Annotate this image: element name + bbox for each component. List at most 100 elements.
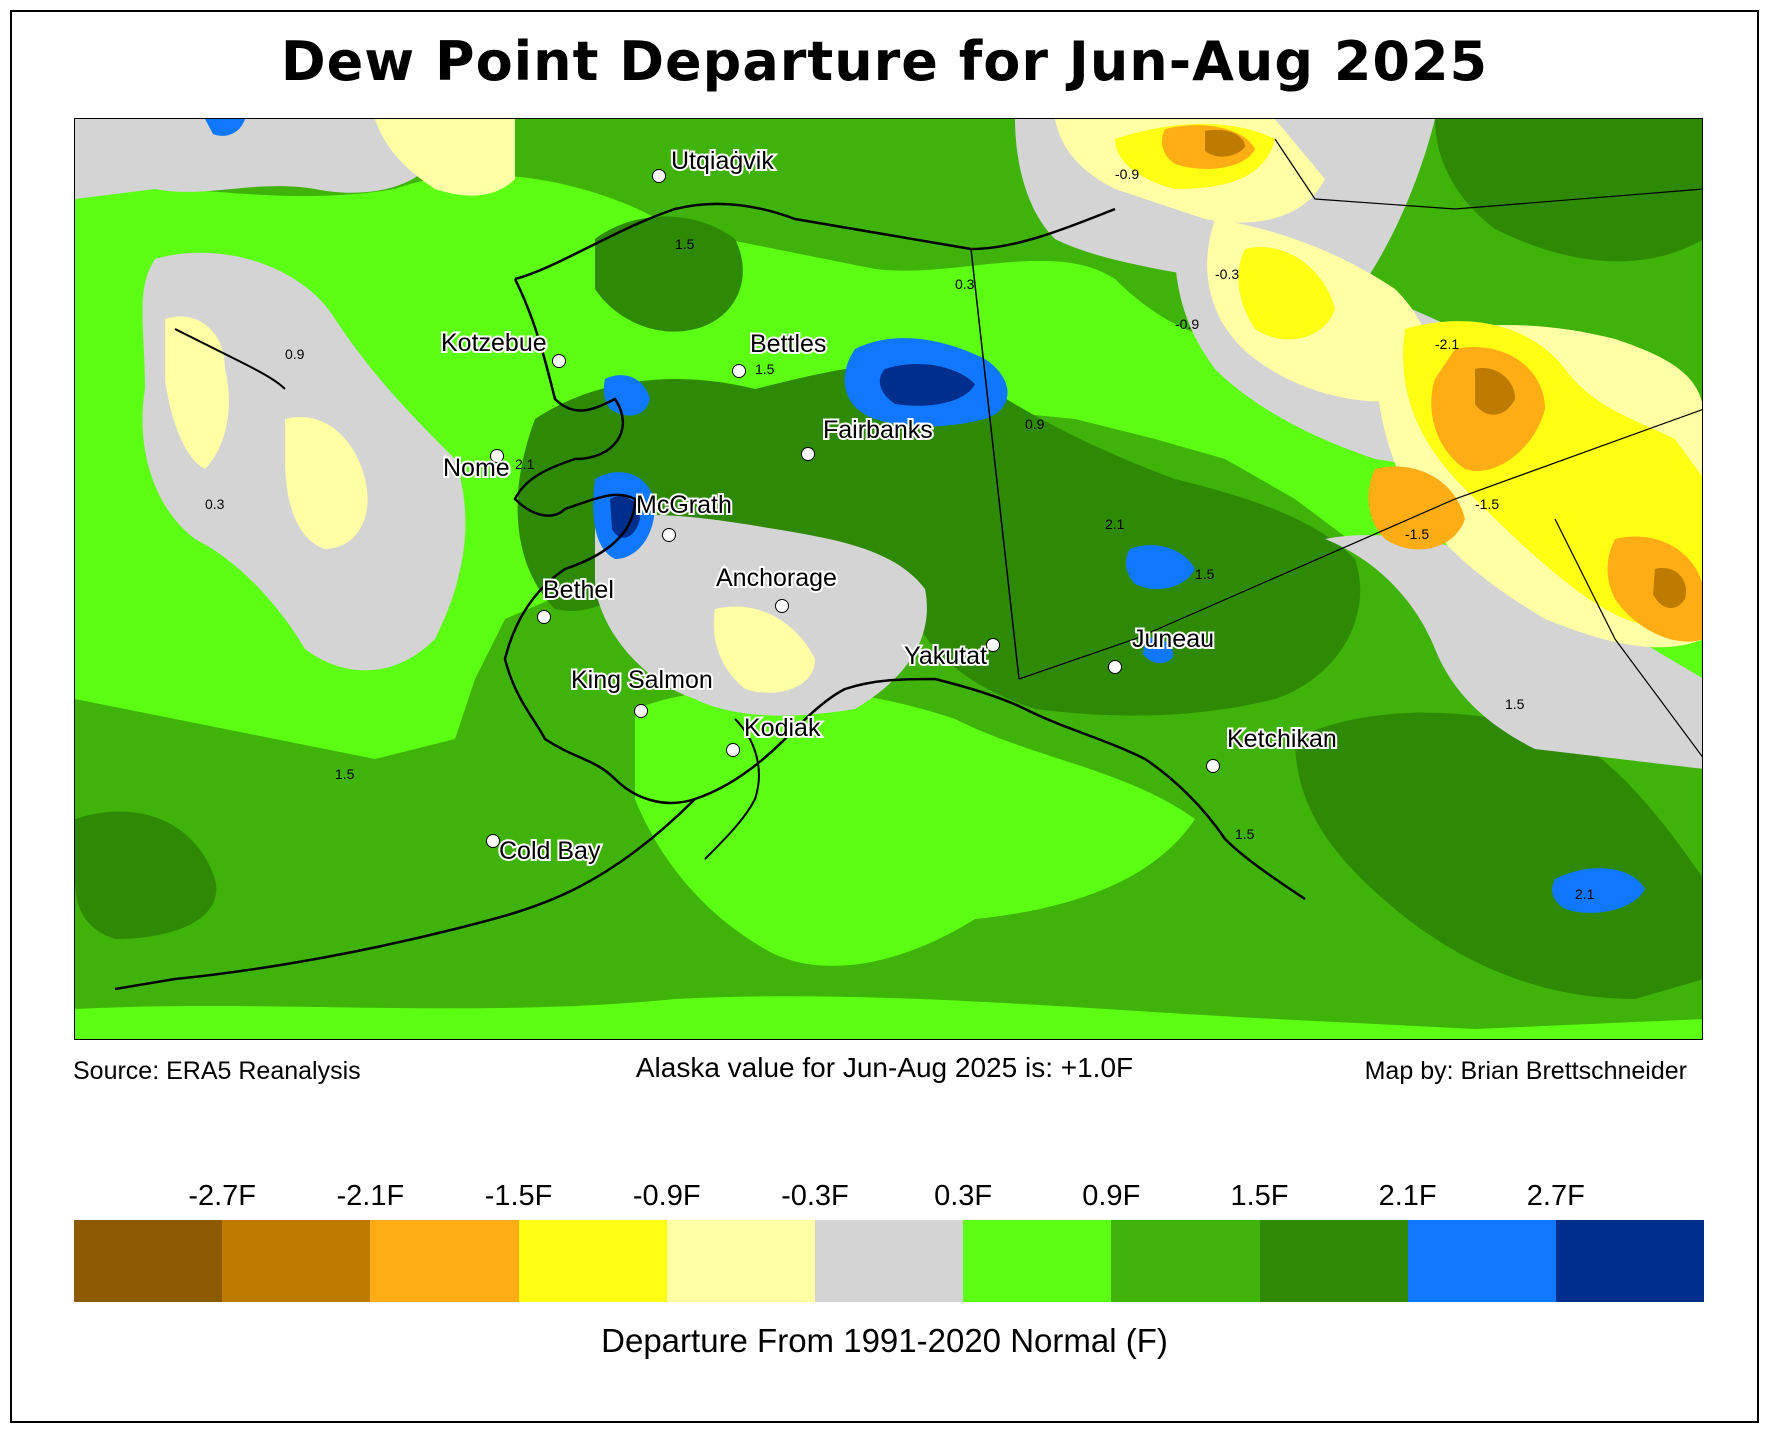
city-label-bettles: Bettles [750, 330, 826, 358]
city-marker-mcgrath [662, 528, 676, 542]
legend-tick-labels: -2.7F -2.1F -1.5F -0.9F -0.3F 0.3F 0.9F 1.5F 2.1… [74, 1180, 1704, 1214]
region-band-neg0.9-yukon-a [1238, 247, 1335, 340]
region-band-neg2.1-bc-a [1475, 368, 1515, 415]
city-marker-king-salmon [634, 704, 648, 718]
alaska-map: 1.5 2.1 1.5 0.3 0.9 2.1 1.5 -0.9 -0.9 -0… [74, 118, 1703, 1040]
coastline-chukotka [174, 328, 286, 390]
city-label-juneau: Juneau [1132, 625, 1214, 653]
city-label-yakutat: Yakutat [904, 642, 987, 670]
contour-label: 0.9 [1025, 416, 1045, 432]
region-band-1.5-interior [517, 363, 1361, 716]
contour-label: 1.5 [675, 236, 695, 252]
legend-tick-label: 1.5F [1230, 1180, 1289, 1212]
contour-label: 0.3 [205, 496, 225, 512]
city-label-cold-bay: Cold Bay [499, 837, 601, 865]
region-band-neg0.3-cook [713, 606, 815, 693]
city-marker-anchorage [775, 599, 789, 613]
region-band-2.1-wrangell [1143, 637, 1174, 664]
city-marker-nome [490, 449, 504, 463]
city-label-anchorage: Anchorage [716, 564, 837, 592]
city-label-bethel: Bethel [543, 576, 614, 604]
legend-tick-label: -2.7F [188, 1180, 257, 1212]
region-band-0.9-gulf [635, 687, 1195, 966]
contour-label: 1.5 [1235, 826, 1255, 842]
map-canvas: 1.5 2.1 1.5 0.3 0.9 2.1 1.5 -0.9 -0.9 -0… [75, 119, 1702, 1039]
region-band-0.9-south [75, 996, 1702, 1039]
legend-title: Departure From 1991-2020 Normal (F) [601, 1322, 1168, 1359]
region-band-neg0.3-bering [285, 417, 368, 549]
region-band-1.5-se [1295, 712, 1702, 999]
city-marker-bethel [537, 610, 551, 624]
city-label-nome: Nome [443, 454, 510, 482]
legend-tick-label: 2.1F [1378, 1180, 1437, 1212]
region-band-2.7-seward [610, 496, 640, 538]
contour-label: -0.9 [1115, 166, 1139, 182]
legend-tick-label: -1.5F [484, 1180, 553, 1212]
city-marker-kotzebue [552, 354, 566, 368]
legend-tick-label: -0.9F [632, 1180, 701, 1212]
legend-tick-label: 2.7F [1526, 1180, 1585, 1212]
contour-label: -1.5 [1405, 526, 1429, 542]
city-marker-cold-bay [486, 834, 500, 848]
region-band-0.3-bc [1325, 535, 1702, 769]
region-band-1.5-ne [1435, 119, 1702, 262]
region-band-neg2.1-beaufort [1205, 129, 1245, 157]
legend-tick-label: 0.3F [934, 1180, 993, 1212]
legend-swatch [1111, 1220, 1260, 1302]
legend-swatch [370, 1220, 519, 1302]
legend-swatch [1555, 1220, 1705, 1302]
legend-swatch [1259, 1220, 1408, 1302]
contour-label: 1.5 [1195, 566, 1215, 582]
border-bc-yukon [1018, 409, 1702, 680]
legend-swatch [222, 1220, 371, 1302]
contour-label: -2.1 [1435, 336, 1459, 352]
city-marker-fairbanks [801, 447, 815, 461]
legend-colorbar [74, 1220, 1705, 1302]
border-alberta [1554, 518, 1702, 758]
coastline-kodiak [704, 718, 760, 860]
legend-swatch [666, 1220, 815, 1302]
legend-tick-label: -0.3F [781, 1180, 849, 1212]
legend-swatch [1407, 1220, 1556, 1302]
author-credit: Map by: Brian Brettschneider [1364, 1057, 1687, 1085]
legend-tick-label: 0.9F [1082, 1180, 1141, 1212]
legend-swatch [963, 1220, 1112, 1302]
region-band-2.1-kotzebue [603, 375, 650, 416]
city-label-kotzebue: Kotzebue [441, 329, 547, 357]
contour-label: 1.5 [1505, 696, 1525, 712]
border-alaska-canada [970, 248, 1020, 680]
city-label-kodiak: Kodiak [744, 714, 821, 742]
border-territories [1274, 138, 1702, 210]
contour-label: 2.1 [515, 456, 535, 472]
region-band-neg0.3-nw [375, 119, 515, 196]
contour-label: 1.5 [755, 361, 775, 377]
legend-tick-label: -2.1F [336, 1180, 405, 1212]
city-marker-ketchikan [1206, 759, 1220, 773]
city-label-mcgrath: McGrath [636, 491, 732, 519]
region-band-2.7-brooks [879, 364, 975, 406]
contour-label: 2.1 [1105, 516, 1125, 532]
figure-frame [10, 10, 1759, 1423]
coastline-west-south [503, 278, 1306, 901]
city-label-utqiagvik: Utqiaġvik [671, 147, 774, 175]
legend-swatch [74, 1220, 223, 1302]
region-band-1.5-sw [75, 811, 217, 939]
contour-label: 2.1 [1575, 886, 1595, 902]
region-band-0.3-chukchi [75, 119, 435, 199]
legend-swatch [814, 1220, 964, 1302]
contour-labels: 1.5 2.1 1.5 0.3 0.9 2.1 1.5 -0.9 -0.9 -0… [205, 166, 1595, 902]
source-note: Source: ERA5 Reanalysis [73, 1057, 361, 1085]
contour-label: -0.9 [1175, 316, 1199, 332]
region-band-1.5-north [595, 216, 743, 332]
region-band-neg0.3-islands [165, 316, 229, 469]
map-title: Dew Point Departure for Jun-Aug 2025 [280, 30, 1489, 93]
coastline-peninsula-aleutians [114, 798, 696, 991]
region-band-2.1-bc-coast [1552, 868, 1645, 913]
city-marker-yakutat [986, 638, 1000, 652]
contour-label: 0.9 [285, 346, 305, 362]
city-layer: Utqiaġvik Kotzebue Bettles Nome Fairbank… [439, 145, 1339, 867]
coastline-north [514, 202, 1116, 281]
city-label-king-salmon: King Salmon [571, 666, 713, 694]
region-band-2.1-yukon [1125, 545, 1195, 589]
city-marker-kodiak [726, 743, 740, 757]
